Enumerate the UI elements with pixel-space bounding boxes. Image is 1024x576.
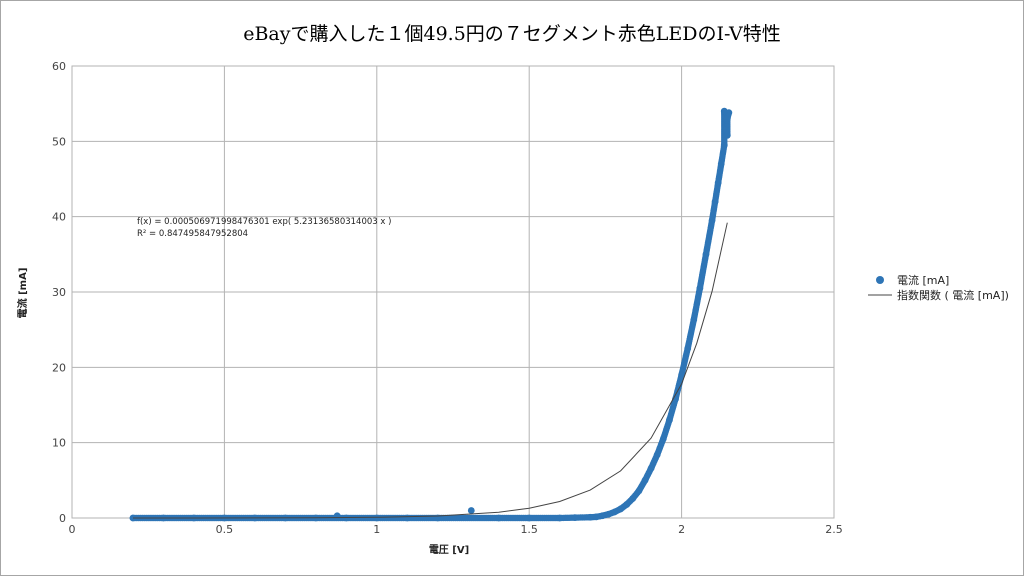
data-point [702, 250, 710, 258]
y-tick-label: 30 [52, 286, 66, 299]
data-point [611, 508, 618, 516]
data-point [525, 514, 533, 522]
data-point [635, 487, 643, 495]
data-point [666, 416, 673, 424]
data-point [373, 514, 381, 522]
y-tick-label: 0 [59, 512, 66, 525]
data-point [403, 514, 411, 522]
data-point [690, 316, 698, 324]
x-tick-label: 1 [373, 523, 380, 536]
data-point [647, 464, 655, 472]
y-axis-label: 電流 [mA] [16, 268, 29, 319]
legend-label-trendline: 指数関数 ( 電流 [mA]) [897, 288, 1009, 302]
x-axis-label: 電圧 [V] [429, 544, 469, 556]
data-point [714, 179, 722, 187]
trendline [133, 222, 728, 519]
data-point [641, 476, 649, 484]
y-tick-label: 10 [52, 437, 66, 450]
data-point [467, 507, 475, 514]
data-point [717, 160, 725, 168]
data-point [586, 513, 594, 521]
data-point [342, 514, 350, 522]
series-points [129, 107, 733, 522]
x-tick-label: 1.5 [520, 523, 538, 536]
y-tick-labels: 0 10 20 30 40 50 60 [52, 60, 66, 525]
data-point [720, 141, 728, 149]
data-point [653, 451, 661, 459]
legend-label-points: 電流 [mA] [897, 273, 949, 287]
data-point [129, 514, 137, 522]
y-tick-label: 40 [52, 211, 66, 224]
data-point [711, 198, 719, 206]
data-point [598, 512, 606, 520]
data-point [722, 126, 730, 134]
data-point [592, 513, 600, 521]
trendline-equation: f(x) = 0.000506971998476301 exp( 5.23136… [137, 217, 391, 227]
data-point [723, 115, 731, 123]
data-point [623, 501, 631, 508]
data-point [629, 495, 637, 502]
y-tick-label: 60 [52, 60, 66, 73]
grid [71, 65, 835, 519]
data-point [605, 510, 612, 518]
data-point [678, 371, 685, 379]
x-tick-label: 0 [69, 523, 76, 536]
legend: 電流 [mA] 指数関数 ( 電流 [mA]) [868, 273, 1009, 302]
data-point [723, 131, 731, 139]
data-point [556, 514, 564, 522]
chart-title: eBayで購入した１個49.5円の７セグメント赤色LEDのI-V特性 [243, 23, 781, 45]
data-point [571, 514, 579, 522]
trendline-r-squared: R² = 0.847495847952804 [137, 229, 248, 239]
data-point [720, 107, 728, 115]
data-point [708, 217, 716, 224]
data-point [659, 435, 667, 443]
y-tick-label: 50 [52, 135, 66, 148]
x-tick-labels: 0 0.5 1 1.5 2 2.5 [69, 523, 843, 536]
y-tick-label: 20 [52, 361, 66, 374]
x-tick-label: 2 [678, 523, 685, 536]
data-point [684, 345, 692, 352]
x-tick-label: 0.5 [216, 523, 234, 536]
legend-marker-points [876, 276, 884, 284]
data-point [696, 284, 704, 292]
data-point [495, 514, 503, 522]
data-point [617, 505, 625, 513]
x-tick-label: 2.5 [825, 523, 843, 536]
data-point [333, 512, 341, 520]
